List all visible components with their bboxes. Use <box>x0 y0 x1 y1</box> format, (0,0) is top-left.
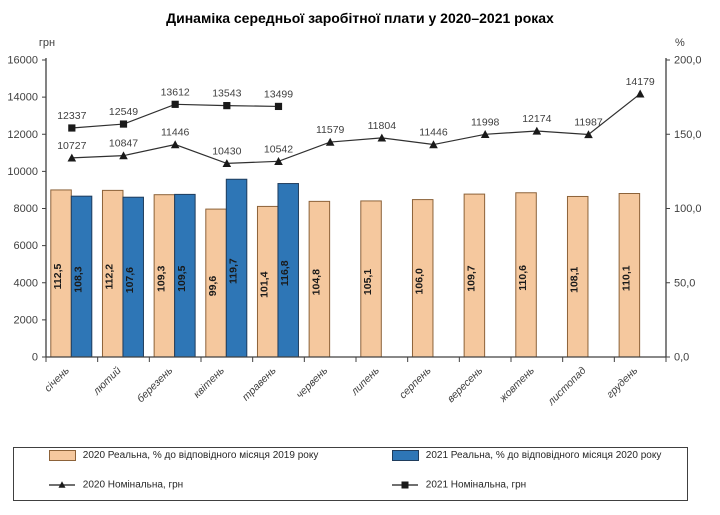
svg-text:112,5: 112,5 <box>52 263 64 289</box>
svg-text:119,7: 119,7 <box>228 258 240 284</box>
svg-text:0,0: 0,0 <box>674 352 689 364</box>
svg-text:14179: 14179 <box>626 76 655 88</box>
svg-text:150,0: 150,0 <box>674 129 702 141</box>
svg-text:110,1: 110,1 <box>620 265 632 291</box>
svg-text:грудень: грудень <box>604 365 640 401</box>
svg-text:13612: 13612 <box>161 86 190 98</box>
svg-text:липень: липень <box>348 365 382 399</box>
svg-text:грн: грн <box>39 37 55 49</box>
svg-text:99,6: 99,6 <box>207 276 219 297</box>
svg-text:жовтень: жовтень <box>496 365 537 406</box>
svg-text:100,0: 100,0 <box>674 203 702 215</box>
svg-text:101,4: 101,4 <box>259 271 271 297</box>
svg-text:квітень: квітень <box>191 365 227 401</box>
svg-text:108,1: 108,1 <box>569 266 581 292</box>
svg-text:4000: 4000 <box>14 277 38 289</box>
svg-text:січень: січень <box>42 365 72 395</box>
svg-text:13499: 13499 <box>264 88 293 100</box>
svg-text:11446: 11446 <box>161 127 190 139</box>
svg-text:109,7: 109,7 <box>465 265 477 291</box>
svg-text:104,8: 104,8 <box>310 269 322 295</box>
svg-text:106,0: 106,0 <box>414 268 426 294</box>
svg-text:116,8: 116,8 <box>279 260 291 286</box>
svg-text:12337: 12337 <box>57 110 86 122</box>
svg-text:вересень: вересень <box>445 365 485 405</box>
svg-text:10847: 10847 <box>109 138 138 150</box>
svg-text:112,2: 112,2 <box>104 264 116 290</box>
svg-text:11998: 11998 <box>471 116 500 128</box>
svg-text:11987: 11987 <box>574 116 603 128</box>
svg-text:108,3: 108,3 <box>73 266 85 292</box>
svg-text:12549: 12549 <box>109 106 138 118</box>
svg-text:червень: червень <box>294 365 330 401</box>
svg-text:12000: 12000 <box>7 129 38 141</box>
svg-text:11804: 11804 <box>368 120 397 132</box>
svg-text:11579: 11579 <box>316 124 345 136</box>
svg-text:14000: 14000 <box>7 92 38 104</box>
svg-text:12174: 12174 <box>522 113 551 125</box>
svg-text:109,5: 109,5 <box>176 265 188 291</box>
svg-text:16000: 16000 <box>7 55 38 67</box>
svg-text:0: 0 <box>32 352 38 364</box>
svg-text:2000: 2000 <box>14 314 38 326</box>
svg-text:лютий: лютий <box>90 365 124 399</box>
svg-text:200,0: 200,0 <box>674 55 702 67</box>
svg-text:6000: 6000 <box>14 240 38 252</box>
svg-text:10542: 10542 <box>264 143 293 155</box>
svg-text:%: % <box>675 37 685 49</box>
svg-text:травень: травень <box>240 365 279 404</box>
svg-text:10727: 10727 <box>57 140 86 152</box>
svg-text:березень: березень <box>135 365 175 405</box>
svg-text:10000: 10000 <box>7 166 38 178</box>
svg-text:110,6: 110,6 <box>517 265 529 291</box>
svg-text:листопад: листопад <box>545 365 589 409</box>
svg-text:107,6: 107,6 <box>124 267 136 293</box>
svg-text:серпень: серпень <box>397 365 434 402</box>
svg-text:50,0: 50,0 <box>674 277 695 289</box>
svg-text:10430: 10430 <box>212 145 241 157</box>
svg-text:8000: 8000 <box>14 203 38 215</box>
svg-text:109,3: 109,3 <box>155 266 167 292</box>
svg-text:105,1: 105,1 <box>362 269 374 295</box>
svg-text:11446: 11446 <box>419 127 448 139</box>
svg-text:13543: 13543 <box>212 88 241 100</box>
